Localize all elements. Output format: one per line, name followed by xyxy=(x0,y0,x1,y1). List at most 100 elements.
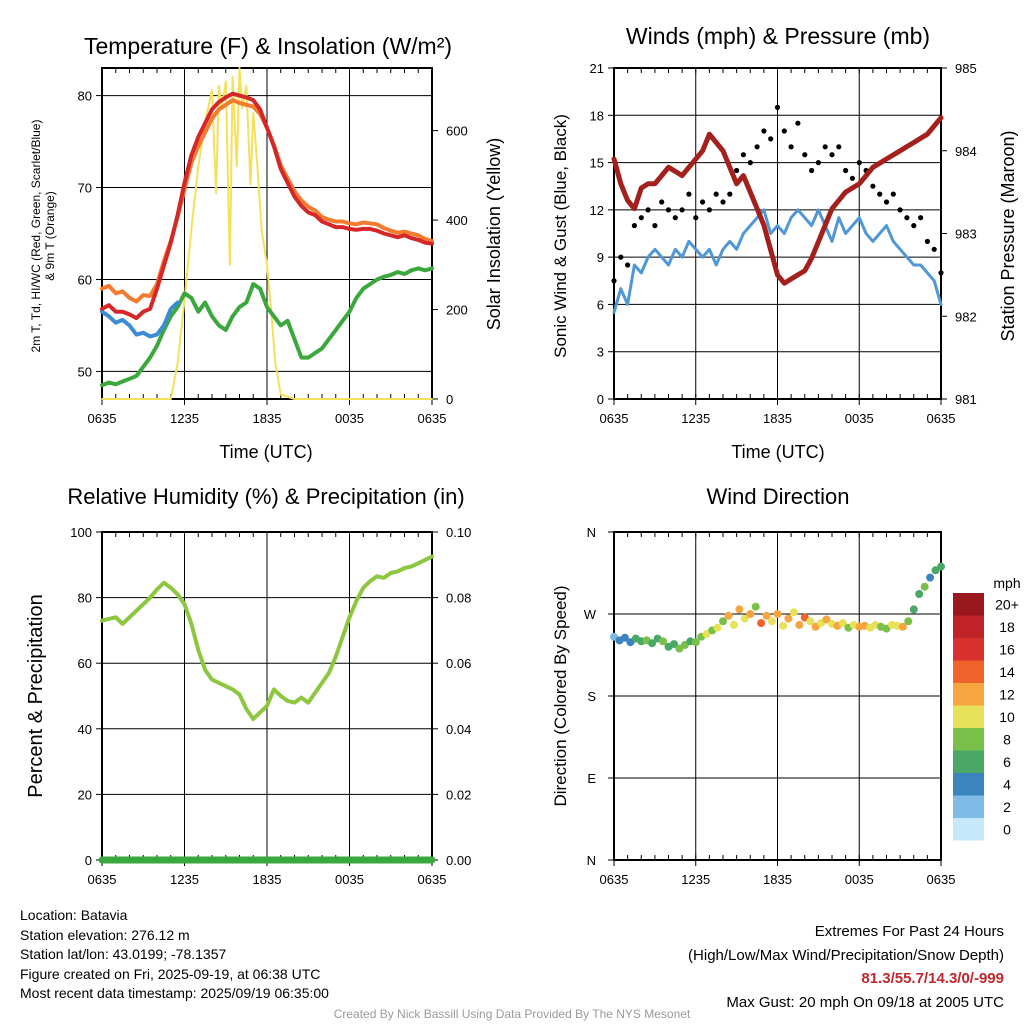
gust-point xyxy=(768,136,774,142)
gust-point xyxy=(877,191,883,197)
legend-label: 20+ xyxy=(995,596,1019,612)
station-elevation: Station elevation: 276.12 m xyxy=(20,926,190,943)
legend-swatch xyxy=(953,638,984,661)
speed-legend: mph 20+ 18 16 14 12 10 8 6 4 2 0 xyxy=(953,575,1021,841)
legend-swatch xyxy=(953,660,984,683)
direction-point xyxy=(740,614,749,623)
gust-point xyxy=(638,215,644,221)
x-tick-label: 1235 xyxy=(170,411,199,426)
gust-point xyxy=(781,128,787,134)
plot-frame xyxy=(101,67,433,400)
y2-tick-label: 0.00 xyxy=(446,853,471,868)
direction-point xyxy=(806,617,815,626)
series-blue xyxy=(100,300,180,339)
gust-point xyxy=(611,278,617,284)
legend-swatch xyxy=(953,795,984,818)
y2-tick-label: 600 xyxy=(446,124,468,139)
direction-point xyxy=(909,605,918,614)
direction-point xyxy=(620,633,629,642)
direction-point xyxy=(724,611,733,620)
direction-point xyxy=(719,617,727,626)
x-tick-label: 0635 xyxy=(600,872,629,887)
direction-point xyxy=(757,619,766,628)
gust-point xyxy=(706,207,713,213)
x-tick-label: 0635 xyxy=(88,872,117,887)
winds-plot: 0635 1235 1835 0035 0635 0 3 6 9 12 15 18 21 981 982 98… xyxy=(590,61,977,426)
direction-point xyxy=(915,590,924,598)
y-tick-label: 40 xyxy=(78,722,92,737)
y-tick-label: 60 xyxy=(78,272,92,287)
y-tick-label: 20 xyxy=(78,787,92,802)
station-location: Location: Batavia xyxy=(20,907,128,923)
series-rh xyxy=(100,554,434,721)
y-tick-label: 6 xyxy=(597,297,604,312)
gust-point xyxy=(904,215,910,221)
gust-point xyxy=(890,191,896,197)
y-tick-label: S xyxy=(587,689,596,704)
y-tick-label: 70 xyxy=(78,181,92,196)
legend-swatch xyxy=(953,705,984,728)
winds-ylabel-right: Station Pressure (Maroon) xyxy=(998,130,1018,341)
y-tick-label: W xyxy=(584,607,597,622)
legend-label: 8 xyxy=(1003,731,1011,747)
station-info: Location: Batavia Station elevation: 276… xyxy=(20,906,329,1004)
y2-tick-label: 400 xyxy=(446,213,468,228)
x-tick-label: 1235 xyxy=(170,872,199,887)
direction-point xyxy=(648,639,657,648)
legend-label: 6 xyxy=(1003,754,1011,770)
gust-point xyxy=(788,144,794,150)
y-tick-label: 3 xyxy=(597,345,604,360)
gust-point xyxy=(645,207,651,213)
direction-point xyxy=(713,623,722,632)
y-tick-label: N xyxy=(587,853,596,868)
y2-tick-label: 982 xyxy=(955,309,977,324)
gust-point xyxy=(870,183,876,189)
legend-swatch xyxy=(953,615,984,638)
gust-point xyxy=(761,128,767,134)
y-tick-label: N xyxy=(587,525,596,540)
gust-point xyxy=(795,120,801,126)
direction-point xyxy=(729,620,738,629)
legend-swatch xyxy=(953,750,984,773)
gust-point xyxy=(672,215,678,221)
temperature-ylabel-right: Solar Insolation (Yellow) xyxy=(484,138,504,330)
gust-point xyxy=(720,199,726,205)
direction-point xyxy=(779,621,787,630)
legend-label: 16 xyxy=(999,641,1015,657)
x-tick-label: 0035 xyxy=(845,872,874,887)
gust-point xyxy=(747,160,753,166)
credit-line: Created By Nick Bassill Using Data Provi… xyxy=(333,1007,691,1021)
gust-point xyxy=(822,144,828,150)
humidity-title: Relative Humidity (%) & Precipitation (i… xyxy=(67,484,464,509)
direction-ylabel-left: Direction (Colored By Speed) xyxy=(551,585,570,806)
extremes-subheader: (High/Low/Max Wind/Precipitation/Snow De… xyxy=(688,946,1004,964)
y2-tick-label: 0.08 xyxy=(446,591,471,606)
gust-point xyxy=(686,191,692,197)
y-tick-label: 21 xyxy=(590,61,604,76)
gust-point xyxy=(659,199,665,205)
legend-title: mph xyxy=(993,575,1020,591)
direction-point xyxy=(789,608,798,617)
direction-point xyxy=(746,610,755,618)
direction-point xyxy=(937,562,945,571)
x-tick-label: 1835 xyxy=(253,411,282,426)
direction-point xyxy=(735,605,744,614)
gust-point xyxy=(856,160,862,166)
x-tick-label: 1835 xyxy=(253,872,282,887)
gust-point xyxy=(727,191,733,197)
y-tick-label: 0 xyxy=(85,853,92,868)
y-tick-label: 15 xyxy=(590,156,604,171)
temperature-panel: Temperature (F) & Insolation (W/m²) 2m T… xyxy=(29,33,504,462)
gust-point xyxy=(713,191,719,197)
direction-point xyxy=(751,602,760,611)
winds-xlabel: Time (UTC) xyxy=(731,442,824,462)
series-yellow xyxy=(101,67,433,400)
gust-point xyxy=(700,199,706,205)
legend-swatch xyxy=(953,818,984,841)
gust-point xyxy=(843,167,849,174)
max-gust: Max Gust: 20 mph On 09/18 at 2005 UTC xyxy=(726,993,1004,1011)
y2-tick-label: 983 xyxy=(955,227,977,242)
temperature-ylabel-left-2: & 9m T (Orange) xyxy=(43,191,57,281)
legend-label: 12 xyxy=(999,686,1015,702)
